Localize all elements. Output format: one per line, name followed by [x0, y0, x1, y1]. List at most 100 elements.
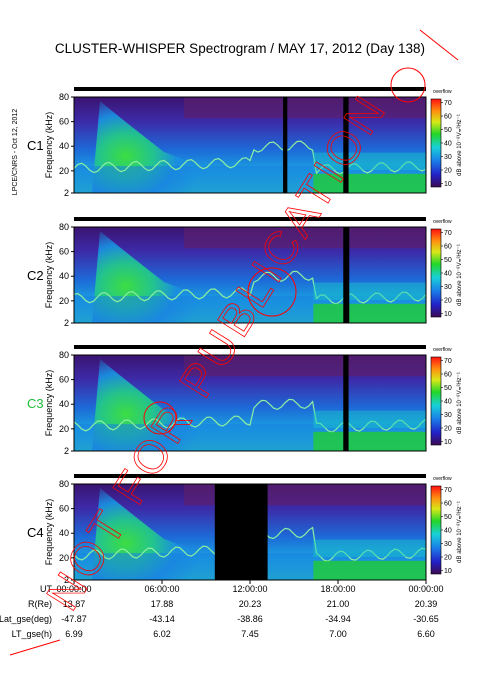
spacecraft-label: C3 [27, 396, 44, 411]
figure-title: CLUSTER-WHISPER Spectrogram / MAY 17, 20… [55, 41, 425, 56]
y-axis-label: Frequency (kHz) [44, 112, 54, 179]
x-value-ut: 12:00:00 [232, 584, 267, 594]
mid-frequency-patch [313, 282, 426, 300]
x-value-lat: -47.87 [61, 614, 87, 624]
colorbar-tick-label: 40 [444, 528, 452, 535]
colorbar-tick-label: 20 [444, 554, 452, 561]
colorbar-tick-label: 50 [444, 127, 452, 134]
y-tick-label: 20 [59, 166, 69, 176]
colorbar-tick-label: 50 [444, 514, 452, 521]
x-value-lat: -38.86 [237, 614, 263, 624]
colorbar-label: dB above 10⁻⁸Vₘ²Hz⁻¹ [456, 501, 463, 563]
colorbar-tick-label: 10 [444, 181, 452, 188]
mid-frequency-patch [313, 539, 426, 557]
spectrogram-image [74, 355, 426, 451]
y-axis-label: Frequency (kHz) [44, 242, 54, 309]
status-bar [74, 87, 426, 91]
y-tick-label: 20 [59, 296, 69, 306]
panel-c2: 2 20 40 60 80 Frequency (kHz)C2 overflow 10 20 30… [27, 217, 463, 328]
low-frequency-patch [313, 303, 426, 323]
x-row-label: Lat_gse(deg) [0, 614, 52, 624]
status-bar [74, 345, 426, 349]
status-bar [74, 474, 426, 478]
colorbar-tick-label: 70 [444, 100, 452, 107]
y-tick-label: 40 [59, 141, 69, 151]
y-tick-label: 60 [59, 117, 69, 127]
colorbar [430, 485, 442, 575]
colorbar-tick-label: 40 [444, 399, 452, 406]
plasma-frequency-trace [74, 270, 426, 305]
colorbar-tick-label: 50 [444, 385, 452, 392]
colorbar-tick-label: 60 [444, 501, 452, 508]
upper-quiet-band [184, 355, 426, 377]
y-tick-label: 80 [59, 350, 69, 360]
x-value-lat: -34.94 [325, 614, 351, 624]
colorbar-tick-label: 20 [444, 297, 452, 304]
data-gap [343, 97, 349, 193]
panel-c4: 2 20 40 60 80 Frequency (kHz)C4 overflow 10 20 30… [27, 474, 463, 585]
mid-frequency-patch [313, 410, 426, 428]
colorbar-label: dB above 10⁻⁸Vₘ²Hz⁻¹ [456, 114, 463, 176]
colorbar-label: dB above 10⁻⁸Vₘ²Hz⁻¹ [456, 372, 463, 434]
colorbar-tick-label: 20 [444, 167, 452, 174]
x-value-r: 20.23 [239, 599, 262, 609]
x-value-lt: 6.99 [65, 629, 83, 639]
panel-c3: 2 20 40 60 80 Frequency (kHz)C3 overflow 10 20 30… [27, 345, 463, 456]
y-tick-label: 40 [59, 399, 69, 409]
x-row-label: LT_gse(h) [12, 629, 52, 639]
x-value-r: 17.88 [151, 599, 174, 609]
colorbar-tick-label: 70 [444, 358, 452, 365]
x-value-ut: 00:00:00 [408, 584, 443, 594]
panel-frame [73, 354, 427, 452]
colorbar-tick-label: 50 [444, 257, 452, 264]
low-frequency-patch [313, 173, 426, 193]
colorbar [430, 98, 442, 188]
panel-frame [73, 226, 427, 324]
y-tick-label: 60 [59, 504, 69, 514]
x-value-lt: 6.02 [153, 629, 171, 639]
colorbar-overflow-tag: overflow [433, 219, 452, 225]
x-value-ut: 00:00:00 [56, 584, 91, 594]
colorbar-label: dB above 10⁻⁸Vₘ²Hz⁻¹ [456, 244, 463, 306]
spectrogram-image [74, 227, 426, 323]
colorbar-tick-label: 40 [444, 271, 452, 278]
colorbar-tick-label: 10 [444, 439, 452, 446]
colorbar-overflow-tag: overflow [433, 476, 452, 482]
data-gap [214, 484, 268, 580]
colorbar-tick-label: 10 [444, 311, 452, 318]
watermark-stroke [9, 639, 61, 656]
spacecraft-label: C4 [27, 525, 44, 540]
x-value-ut: 18:00:00 [320, 584, 355, 594]
y-axis-label: Frequency (kHz) [44, 370, 54, 437]
colorbar-tick-label: 10 [444, 568, 452, 575]
y-tick-label: 2 [64, 188, 69, 198]
colorbar-tick-label: 30 [444, 284, 452, 291]
colorbar-tick-label: 70 [444, 487, 452, 494]
side-label: LPCE/CNRS - Oct 12, 2012 [12, 109, 19, 195]
colorbar-tick-label: 70 [444, 230, 452, 237]
watermark-circle [247, 267, 297, 317]
x-row-label: UT [40, 584, 52, 594]
plasma-frequency-trace [74, 140, 426, 175]
x-value-r: 13.87 [63, 599, 86, 609]
y-tick-label: 2 [64, 318, 69, 328]
panel-frame [73, 96, 427, 194]
spectrogram-image [74, 484, 426, 580]
upper-quiet-band [184, 227, 426, 249]
y-axis-label: Frequency (kHz) [44, 499, 54, 566]
panel-c1: 2 20 40 60 80 Frequency (kHz)C1 overflow 10 20 30… [27, 87, 463, 198]
data-gap [343, 355, 349, 451]
colorbar-tick-label: 60 [444, 114, 452, 121]
colorbar [430, 228, 442, 318]
y-tick-label: 80 [59, 479, 69, 489]
x-value-lat: -30.65 [413, 614, 439, 624]
data-gap [343, 227, 350, 323]
upper-quiet-band [184, 97, 426, 119]
plasma-frequency-trace [74, 398, 426, 433]
y-tick-label: 60 [59, 375, 69, 385]
x-value-r: 21.00 [327, 599, 350, 609]
y-tick-label: 40 [59, 271, 69, 281]
colorbar-tick-label: 20 [444, 425, 452, 432]
spacecraft-label: C1 [27, 138, 44, 153]
